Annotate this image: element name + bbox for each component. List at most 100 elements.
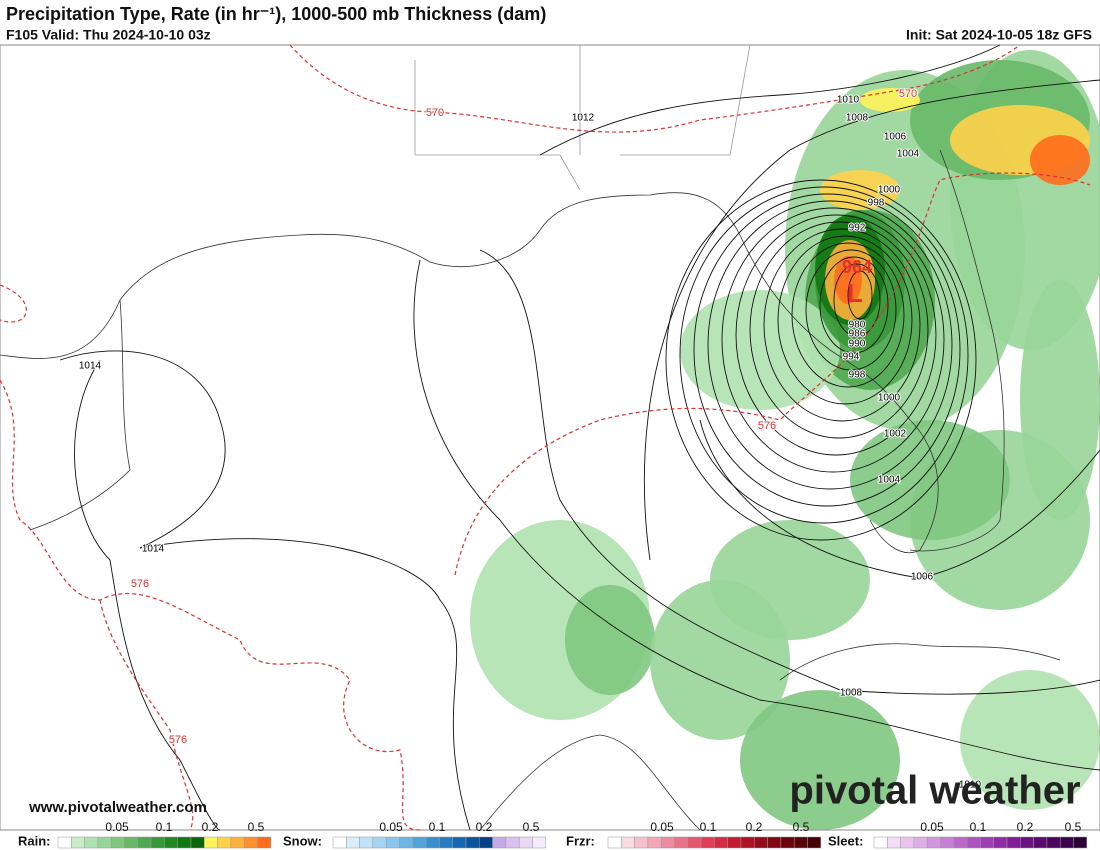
- isobar-label: 990: [849, 339, 866, 350]
- thickness-label: 576: [131, 578, 149, 590]
- legend-swatch: [873, 836, 888, 849]
- rain-area: [860, 88, 920, 112]
- legend-swatch: [660, 836, 675, 849]
- legend-swatch: [177, 836, 192, 849]
- legend-swatch: [359, 836, 374, 849]
- legend-swatch: [412, 836, 427, 849]
- legend-label: Sleet:: [828, 833, 863, 848]
- rain-area: [850, 420, 1010, 540]
- coastline: [909, 149, 1005, 552]
- isobar-label: 1010: [959, 780, 982, 791]
- legend-swatch: [1059, 836, 1074, 849]
- legend-swatch: [700, 836, 715, 849]
- legend-swatch: [714, 836, 728, 849]
- isobar: [763, 228, 921, 422]
- legend-swatch: [1046, 836, 1061, 849]
- legend-swatch: [647, 836, 662, 849]
- isobar: [665, 179, 977, 541]
- legend-swatch: [124, 836, 139, 849]
- legend-swatch: [953, 836, 968, 849]
- isobar-label: 1014: [142, 544, 165, 555]
- isobar: [693, 193, 961, 507]
- isobar-label: 980: [849, 320, 866, 331]
- legend-tick: 0.1: [156, 820, 173, 834]
- isobar: [539, 44, 1001, 156]
- legend-tick: 0.1: [429, 820, 446, 834]
- isobar-label: 1000: [878, 393, 901, 404]
- isobar: [721, 207, 945, 473]
- legend-swatch: [71, 836, 85, 849]
- legend-tick: 0.2: [746, 820, 763, 834]
- legend-swatch: [372, 836, 387, 849]
- rain-area: [1020, 280, 1100, 520]
- isobar-label: 994: [843, 352, 860, 363]
- thickness-label: 576: [169, 734, 187, 746]
- legend-swatch: [150, 836, 165, 849]
- legend-swatch: [385, 836, 400, 849]
- isobar: [833, 263, 881, 337]
- legend-swatch: [492, 836, 507, 849]
- legend-tick: 0.2: [202, 820, 219, 834]
- coastline: [479, 734, 701, 831]
- isobar: [707, 200, 953, 490]
- legend-swatch: [1033, 836, 1048, 849]
- isobar-label: 1012: [572, 113, 595, 124]
- coastline: [0, 192, 939, 553]
- isobar: [805, 249, 897, 371]
- isobar-label: 1004: [878, 475, 901, 486]
- legend-label: Rain:: [18, 833, 51, 848]
- legend-swatch: [439, 836, 453, 849]
- isobar: [777, 235, 913, 405]
- isobar: [749, 221, 929, 439]
- isobar-label: 1010: [837, 95, 860, 106]
- isobar: [74, 359, 221, 831]
- legend-swatch: [754, 836, 768, 849]
- legend-swatch: [97, 836, 112, 849]
- legend-label: Snow:: [283, 833, 322, 848]
- isobar-label: 992: [849, 223, 866, 234]
- legend-swatch: [230, 836, 245, 849]
- isobar: [791, 242, 905, 388]
- legend-swatch: [110, 836, 125, 849]
- isobar: [479, 249, 1100, 695]
- legend-swatch: [505, 836, 520, 849]
- isobar: [699, 419, 1100, 579]
- legend-swatch: [793, 836, 808, 849]
- coastline: [779, 643, 1061, 681]
- legend-swatch: [1073, 836, 1088, 849]
- isobar-label: 1004: [897, 149, 920, 160]
- legend-swatch: [1006, 836, 1021, 849]
- legend-swatch: [452, 836, 467, 849]
- isobar: [679, 186, 969, 524]
- legend-tick: 0.05: [379, 820, 403, 834]
- legend-swatch: [84, 836, 99, 849]
- state-border: [414, 44, 751, 191]
- legend-swatch: [257, 836, 272, 849]
- url: www.pivotalweather.com: [28, 799, 207, 816]
- rain-area: [740, 690, 900, 830]
- title: Precipitation Type, Rate (in hr⁻¹), 1000…: [6, 4, 546, 24]
- isobar-label: 1006: [911, 572, 934, 583]
- legend-swatch: [332, 836, 347, 849]
- isobar: [59, 350, 226, 549]
- legend-bar: [0, 831, 1100, 850]
- legend-tick: 0.2: [1017, 820, 1034, 834]
- thickness-label: 570: [899, 88, 917, 100]
- isobar-label: 1000: [878, 185, 901, 196]
- legend-swatch: [634, 836, 649, 849]
- legend-swatch: [346, 836, 360, 849]
- thickness-label: 576: [758, 420, 776, 432]
- legend-swatch: [399, 836, 414, 849]
- isobar-label: 998: [868, 198, 885, 209]
- isobars: [59, 44, 1100, 831]
- legend-tick: 0.1: [700, 820, 717, 834]
- legend-tick: 0.05: [105, 820, 129, 834]
- isobar: [735, 214, 937, 456]
- legend-swatch: [465, 836, 480, 849]
- legend-swatch: [57, 836, 72, 849]
- legend-swatch: [621, 836, 635, 849]
- legend-swatch: [137, 836, 152, 849]
- isobar-label: 1008: [846, 113, 869, 124]
- thickness-line: [289, 44, 1021, 133]
